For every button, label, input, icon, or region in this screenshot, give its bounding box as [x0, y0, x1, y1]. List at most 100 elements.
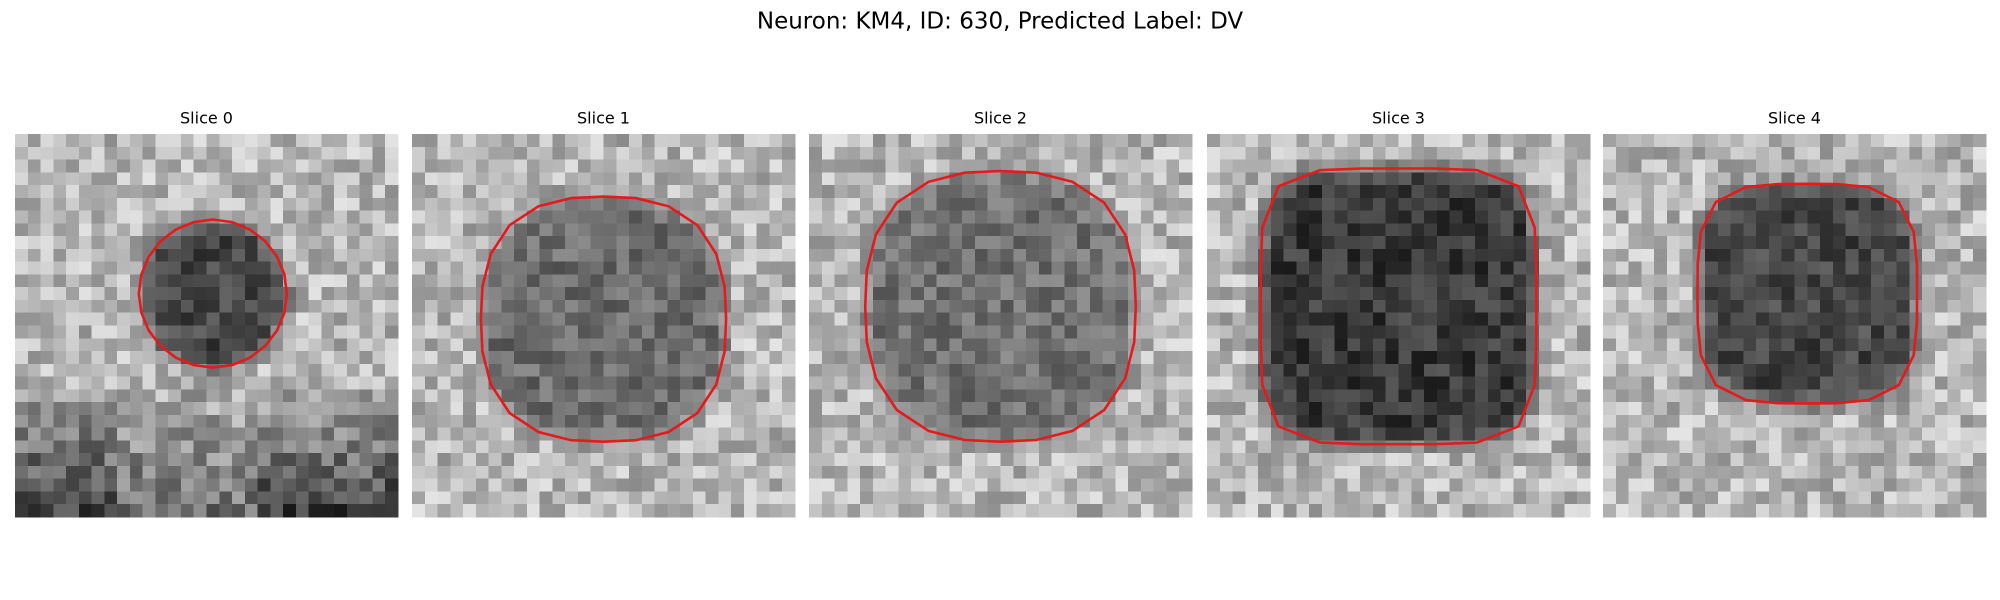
pixel — [629, 146, 643, 160]
pixel — [1858, 491, 1872, 505]
pixel — [1013, 261, 1027, 275]
pixel — [1449, 312, 1463, 326]
pixel — [1245, 427, 1259, 441]
pixel — [1922, 299, 1936, 314]
pixel — [1705, 312, 1719, 326]
pixel — [78, 146, 92, 160]
pixel — [193, 504, 207, 518]
pixel — [1102, 363, 1116, 377]
pixel — [308, 146, 322, 160]
pixel — [385, 414, 399, 429]
pixel — [53, 325, 67, 339]
pixel — [1564, 274, 1578, 288]
pixel — [949, 312, 963, 326]
pixel — [1934, 504, 1949, 518]
pixel — [898, 172, 912, 186]
pixel — [1934, 236, 1949, 250]
pixel — [1820, 453, 1834, 467]
pixel — [526, 402, 541, 416]
pixel — [847, 389, 861, 403]
pixel — [847, 299, 861, 314]
pixel — [1934, 287, 1949, 301]
pixel — [590, 159, 604, 173]
pixel — [40, 504, 54, 518]
pixel — [782, 134, 796, 148]
pixel — [885, 504, 899, 518]
pixel — [91, 299, 105, 314]
pixel — [117, 478, 131, 492]
pixel — [1179, 491, 1193, 505]
pixel — [1641, 299, 1655, 314]
pixel — [129, 146, 144, 160]
pixel — [860, 402, 874, 416]
pixel — [1128, 134, 1142, 148]
pixel — [1219, 325, 1233, 339]
pixel — [809, 299, 823, 314]
pixel — [1013, 440, 1027, 454]
pixel — [53, 274, 67, 288]
pixel — [936, 504, 950, 518]
pixel — [949, 338, 963, 352]
pixel — [1089, 274, 1104, 288]
pixel — [1128, 478, 1142, 492]
pixel — [1577, 197, 1591, 211]
pixel — [1115, 453, 1129, 467]
pixel — [936, 261, 950, 275]
pixel — [743, 478, 758, 492]
pixel — [1258, 134, 1272, 148]
pixel — [1360, 504, 1374, 518]
pixel — [168, 261, 182, 275]
pixel — [629, 504, 643, 518]
pixel — [78, 185, 92, 199]
pixel — [359, 274, 373, 288]
pixel — [1207, 427, 1221, 441]
pixel — [1615, 299, 1629, 314]
pixel — [1153, 376, 1167, 390]
pixel — [1883, 146, 1898, 160]
pixel — [911, 261, 925, 275]
pixel — [809, 363, 823, 377]
pixel — [385, 185, 399, 199]
pixel — [1153, 351, 1167, 365]
pixel — [1871, 248, 1885, 263]
pixel — [257, 172, 271, 186]
pixel — [809, 159, 823, 173]
pixel — [577, 478, 592, 492]
pixel — [1334, 427, 1348, 441]
pixel — [1166, 146, 1180, 160]
pixel — [641, 210, 655, 224]
pixel — [577, 185, 592, 199]
pixel — [1360, 325, 1374, 339]
pixel — [1807, 414, 1821, 429]
pixel — [270, 338, 284, 352]
pixel — [949, 389, 963, 403]
pixel — [782, 172, 796, 186]
pixel — [1232, 274, 1246, 288]
pixel — [1038, 312, 1052, 326]
pixel — [705, 453, 719, 467]
pixel — [1730, 478, 1744, 492]
pixel — [1179, 338, 1193, 352]
pixel — [168, 312, 182, 326]
pixel — [1513, 146, 1527, 160]
pixel — [1219, 478, 1233, 492]
pixel — [1347, 427, 1361, 441]
pixel — [1385, 223, 1399, 237]
pixel — [295, 274, 310, 288]
pixel — [78, 440, 92, 454]
pixel — [1385, 197, 1399, 211]
pixel — [1321, 465, 1336, 480]
pixel — [40, 159, 54, 173]
pixel — [232, 338, 246, 352]
pixel — [911, 287, 925, 301]
pixel — [1934, 146, 1949, 160]
pixel — [1411, 185, 1425, 199]
pixel — [232, 465, 246, 480]
pixel — [1372, 210, 1387, 224]
pixel — [1679, 325, 1693, 339]
pixel — [936, 274, 950, 288]
pixel — [1603, 465, 1617, 480]
pixel — [270, 491, 284, 505]
pixel — [1475, 491, 1489, 505]
pixel — [334, 274, 348, 288]
